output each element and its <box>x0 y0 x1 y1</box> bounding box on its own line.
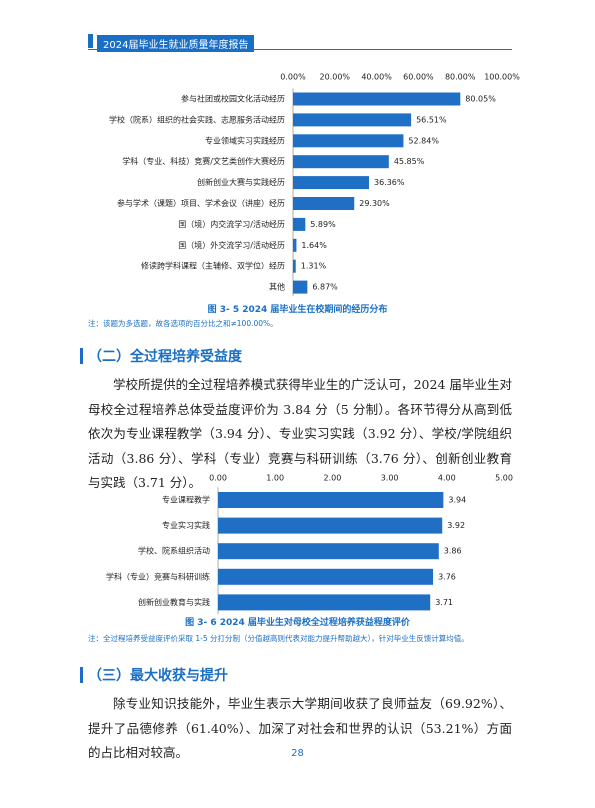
data-label: 3.86 <box>444 547 462 556</box>
chart-note: 注：该题为多选题，故各选项的百分比之和≠100.00%。 <box>88 319 278 328</box>
section-heading: （二）全过程培养受益度 <box>88 349 242 365</box>
data-label: 52.84% <box>408 136 439 145</box>
y-tick-label: 参与学术（课题）项目、学术会议（讲座）经历 <box>117 198 285 208</box>
y-tick-label: 学校、院系组织活动 <box>138 546 210 556</box>
y-tick-label: 创新创业大赛与实践经历 <box>197 177 285 187</box>
data-label: 80.05% <box>465 95 496 104</box>
heading-marker <box>80 348 83 364</box>
page-number: 28 <box>291 748 304 759</box>
data-label: 3.92 <box>447 521 465 530</box>
chart-caption: 图 3- 5 2024 届毕业生在校期间的经历分布 <box>207 305 388 315</box>
y-tick-label: 修读跨学科课程（主辅修、双学位）经历 <box>141 261 285 271</box>
data-label: 3.71 <box>435 598 453 607</box>
y-tick-label: 专业课程教学 <box>162 495 210 505</box>
bar <box>293 155 389 169</box>
y-tick-label: 创新创业教育与实践 <box>138 597 210 607</box>
y-tick-label: 专业实习实践 <box>162 520 210 530</box>
bar <box>218 517 443 534</box>
data-label: 45.85% <box>394 157 425 166</box>
bar <box>218 492 444 508</box>
data-label: 1.31% <box>301 262 327 271</box>
chart-note: 注：全过程培养受益度评价采取 1-5 分打分制（分值越高则代表对能力提升帮助越大… <box>88 634 469 643</box>
bar <box>293 217 306 231</box>
chart: 0.00 1.00 2.00 3.00 4.00 5.00 专业课程教学 3.94 专业实习实践… <box>106 474 513 614</box>
bar <box>293 176 369 190</box>
x-tick-label: 2.00 <box>323 474 341 483</box>
data-label: 1.64% <box>301 241 327 250</box>
x-tick-label: 3.00 <box>381 474 399 483</box>
bar <box>218 543 439 560</box>
section-heading: （三）最大收获与提升 <box>88 668 228 684</box>
y-tick-label: 国（境）外交流学习/活动经历 <box>178 240 285 250</box>
paragraph: 除专业知识技能外，毕业生表示大学期间收获了良师益友（69.92%）、提升了品德修… <box>88 696 512 760</box>
x-tick-label: 40.00% <box>361 73 392 82</box>
bar <box>293 280 308 294</box>
bar <box>293 197 355 210</box>
bar <box>218 594 431 611</box>
bar <box>293 92 461 106</box>
x-tick-label: 1.00 <box>266 474 284 483</box>
data-label: 36.36% <box>374 178 405 187</box>
x-tick-label: 0.00 <box>209 474 227 483</box>
heading-marker <box>80 667 83 683</box>
x-tick-label: 5.00 <box>495 474 513 483</box>
y-tick-label: 学科（专业、科技）竞赛/文艺类创作大赛经历 <box>122 156 285 166</box>
bar <box>293 259 296 273</box>
data-label: 5.89% <box>310 220 336 229</box>
chart-caption: 图 3- 6 2024 届毕业生对母校全过程培养获益程度评价 <box>185 618 410 628</box>
data-label: 3.94 <box>448 496 466 505</box>
x-tick-label: 60.00% <box>403 73 434 82</box>
chart: 0.00% 20.00% 40.00% 60.00% 80.00% 100.00% 参与社团… <box>109 73 520 296</box>
data-label: 56.51% <box>416 115 447 124</box>
data-label: 3.76 <box>438 572 456 581</box>
x-tick-label: 4.00 <box>438 474 456 483</box>
bar <box>218 568 434 585</box>
bar <box>293 134 404 148</box>
x-tick-label: 80.00% <box>445 73 476 82</box>
header-rule <box>88 49 512 50</box>
bar <box>293 238 297 252</box>
x-tick-label: 100.00% <box>484 73 520 82</box>
bar <box>293 113 412 127</box>
data-label: 29.30% <box>359 199 390 208</box>
x-tick-label: 0.00% <box>280 73 306 82</box>
paragraph: 学校所提供的全过程培养模式获得毕业生的广泛认可，2024 届毕业生对母校全过程培… <box>88 377 512 490</box>
x-tick-label: 20.00% <box>320 73 351 82</box>
header-bar <box>88 34 93 48</box>
y-tick-label: 专业领域实习实践经历 <box>205 135 285 145</box>
data-label: 6.87% <box>312 283 338 292</box>
y-tick-label: 学校（院系）组织的社会实践、志愿服务活动经历 <box>109 114 285 124</box>
y-tick-label: 国（境）内交流学习/活动经历 <box>178 219 285 229</box>
y-tick-label: 学科（专业）竞赛与科研训练 <box>106 571 210 581</box>
y-tick-label: 其他 <box>269 282 285 292</box>
header-title: 2024届毕业生就业质量年度报告 <box>97 35 255 52</box>
y-tick-label: 参与社团或校园文化活动经历 <box>181 94 285 104</box>
